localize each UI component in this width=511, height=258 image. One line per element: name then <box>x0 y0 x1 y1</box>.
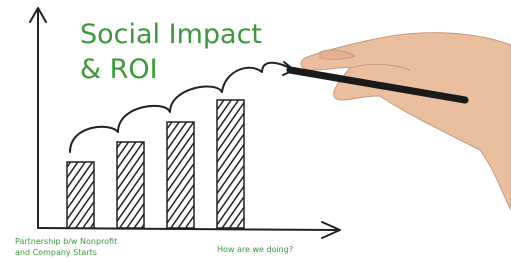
bars <box>67 100 244 228</box>
start-label: Partnership b/w Nonprofit <box>15 237 117 246</box>
title-line: Social Impact <box>80 19 262 50</box>
bar <box>117 142 144 228</box>
y-axis <box>30 8 46 228</box>
end-label: How are we doing? <box>217 245 293 254</box>
title-line: & ROI <box>80 54 158 85</box>
bar <box>217 100 244 228</box>
bar <box>167 122 194 228</box>
hand <box>290 33 511 210</box>
illustration: Social Impact & ROI Partnership b/w Nonp… <box>0 0 511 258</box>
bar <box>67 162 94 228</box>
start-label: and Company Starts <box>15 248 97 257</box>
